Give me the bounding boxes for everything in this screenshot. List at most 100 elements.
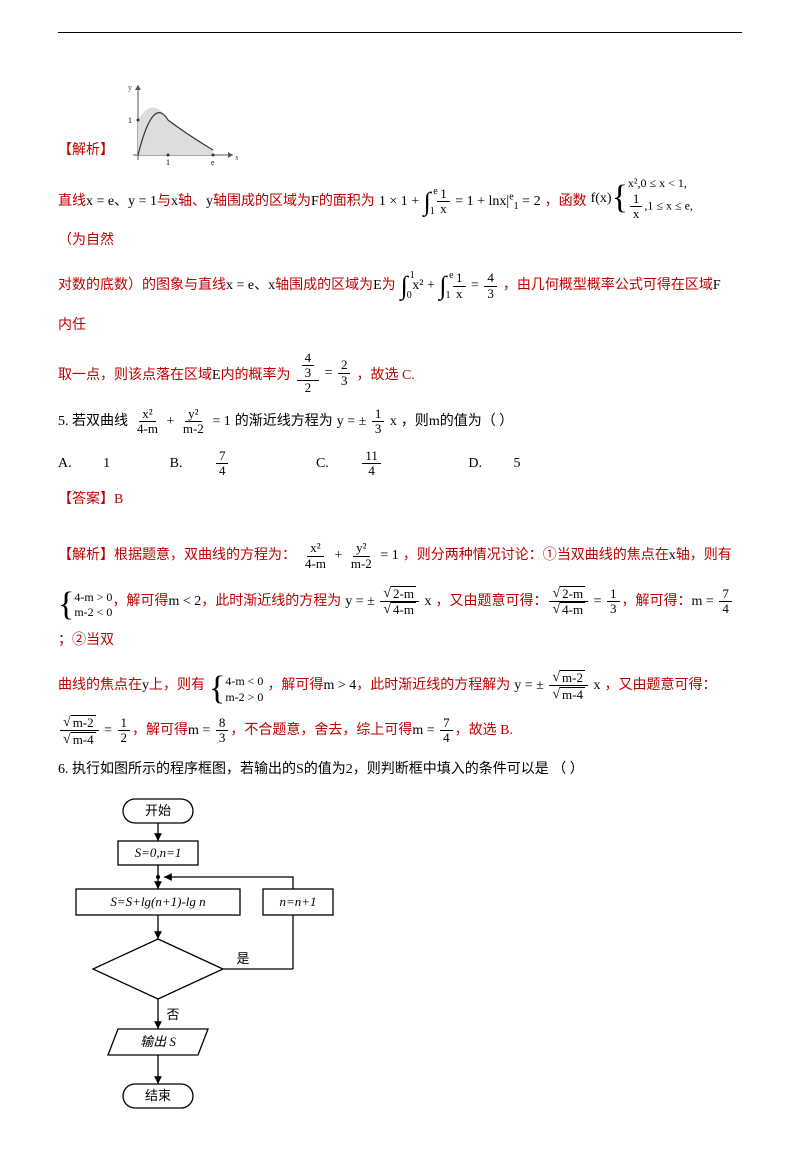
math: m < 2 xyxy=(168,582,201,621)
t: 4 xyxy=(216,464,229,478)
t: 1 xyxy=(607,587,620,602)
t: ,1 ≤ x ≤ e, xyxy=(644,198,693,212)
frac: 1x xyxy=(453,271,466,301)
flow-proc: S=S+lg(n+1)-lg n xyxy=(110,894,205,909)
t: m-2 > 0 xyxy=(225,690,263,706)
piecewise: f(x) { x²,0 ≤ x < 1, 1x,1 ≤ x ≤ e, xyxy=(591,176,693,221)
math: E xyxy=(373,266,382,305)
math: y xyxy=(142,666,149,705)
q5-answer: 【答案】B xyxy=(58,488,742,508)
t: B. xyxy=(170,456,183,471)
brace-icon: { xyxy=(612,183,628,214)
t: m-2 xyxy=(71,715,96,730)
svg-text:1: 1 xyxy=(166,158,170,167)
text: 轴、 xyxy=(178,182,206,221)
t: 7 xyxy=(216,449,229,464)
text: 曲线的焦点在 xyxy=(58,666,142,705)
q6-stem: 6. 执行如图所示的程序框图，若输出的 S 的值为 2 ，则判断框中填入的条件可… xyxy=(58,756,742,784)
t: 3 xyxy=(607,602,620,616)
text: （为自然 xyxy=(58,221,114,260)
eq: x²4-m + y²m-2 = 1 xyxy=(300,536,399,575)
text: 轴围成的区域为 xyxy=(213,182,311,221)
flow-init: S=0,n=1 xyxy=(135,845,182,860)
jiexi-label: 【解析】 xyxy=(58,131,114,170)
t: m = xyxy=(692,594,714,609)
asym2: y = ± 2-m4-m x xyxy=(345,582,431,621)
flow-out: 输出 S xyxy=(140,1034,176,1049)
t: x² + xyxy=(412,278,435,293)
text: ，不合题意，舍去，综上可得 xyxy=(230,711,412,750)
text: 的面积为 xyxy=(319,182,375,221)
t: = xyxy=(104,723,112,738)
t: 4-m xyxy=(560,602,585,617)
document-body: 【解析】 x y 1 e 1 直线 x = e、y = 1 与 x 轴、 y xyxy=(58,80,742,1159)
t: 11 xyxy=(362,449,381,464)
res3: m = 74 xyxy=(412,711,454,750)
math: x xyxy=(171,182,178,221)
math: F xyxy=(713,266,721,305)
t: m-4 xyxy=(560,687,585,702)
flow-end: 结束 xyxy=(145,1088,171,1103)
t: x xyxy=(453,287,466,301)
t: 2-m xyxy=(391,586,416,601)
brace-icon: { xyxy=(58,590,74,621)
t: 2 xyxy=(302,381,315,395)
q4-line3: 取一点，则该点落在区域 E 内的概率为 432 = 23 ，故选 C. xyxy=(58,351,742,396)
text: 6. 执行如图所示的程序框图，若输出的 xyxy=(58,756,296,784)
text: ，由几何概型概率公式可得在区域 xyxy=(503,266,713,305)
flow-yes: 是 xyxy=(236,951,249,966)
t: 3 xyxy=(484,287,497,301)
text: ，则分两种情况讨论：①当双曲线的焦点在 xyxy=(403,536,669,575)
t: 4 xyxy=(440,731,453,745)
t: x xyxy=(630,207,643,221)
text: ，此时渐近线的方程为 xyxy=(201,582,341,621)
q5-analysis-4: m-2m-4 = 12 ，解可得 m = 83 ，不合题意，舍去，综上可得 m … xyxy=(58,711,742,750)
text: 上，则有 xyxy=(149,666,205,705)
q5-options: A. 1 B. 74 C. 114 D. 5 xyxy=(58,449,742,479)
res: m = 74 xyxy=(692,582,734,621)
t: f(x) xyxy=(591,179,612,218)
math: m > 4 xyxy=(323,666,356,705)
integral-icon: ∫e1 xyxy=(439,273,446,299)
text: ，解可得 xyxy=(267,666,323,705)
answer-value: B xyxy=(114,492,123,507)
option-c: C. 114 xyxy=(316,456,437,471)
formula: 1 × 1 + ∫e1 1x = 1 + lnx|e1 = 2 xyxy=(379,182,541,221)
svg-text:y: y xyxy=(128,83,132,92)
t: m-4 xyxy=(71,732,96,747)
text: ，解可得 xyxy=(132,711,188,750)
text: 取一点，则该点落在区域 xyxy=(58,356,212,395)
flow-inc: n=n+1 xyxy=(279,894,316,909)
q4-line1: 直线 x = e、y = 1 与 x 轴、 y 轴围成的区域为 F 的面积为 1… xyxy=(58,176,742,260)
t: 1 xyxy=(103,456,110,471)
t: 3 xyxy=(338,374,351,388)
t: y² xyxy=(185,407,201,422)
t: 4-m xyxy=(302,557,329,571)
t: m-2 xyxy=(560,670,585,685)
t: 3 xyxy=(216,731,229,745)
t: 7 xyxy=(440,716,453,731)
text: 的值为 xyxy=(304,756,346,784)
t: = xyxy=(594,594,602,609)
t: A. xyxy=(58,456,72,471)
text: 对数的底数）的图象与直线 xyxy=(58,266,226,305)
t: y² xyxy=(353,541,369,556)
t: x²,0 ≤ x < 1, xyxy=(628,176,693,192)
svg-text:1: 1 xyxy=(128,116,132,125)
q5-analysis-1: 【解析】 根据题意，双曲线的方程为： x²4-m + y²m-2 = 1 ，则分… xyxy=(58,536,742,575)
hyp-eq: x²4-m + y²m-2 = 1 xyxy=(132,402,231,441)
t: 1 xyxy=(514,201,519,212)
asym3: y = ± m-2m-4 x xyxy=(514,666,600,705)
text: 为 xyxy=(382,266,396,305)
text: ，则 xyxy=(401,402,429,441)
t: x² xyxy=(139,407,155,422)
t: 3 xyxy=(372,422,385,436)
flow-no: 否 xyxy=(166,1007,179,1022)
t: 4 xyxy=(302,351,315,366)
cond2: { 4-m < 0 m-2 > 0 xyxy=(209,674,263,705)
flow-start: 开始 xyxy=(145,803,171,818)
text: 的渐近线方程为 xyxy=(235,402,333,441)
t: 4 xyxy=(719,602,732,616)
t: x xyxy=(424,594,431,609)
text: ，解可得： xyxy=(622,582,692,621)
